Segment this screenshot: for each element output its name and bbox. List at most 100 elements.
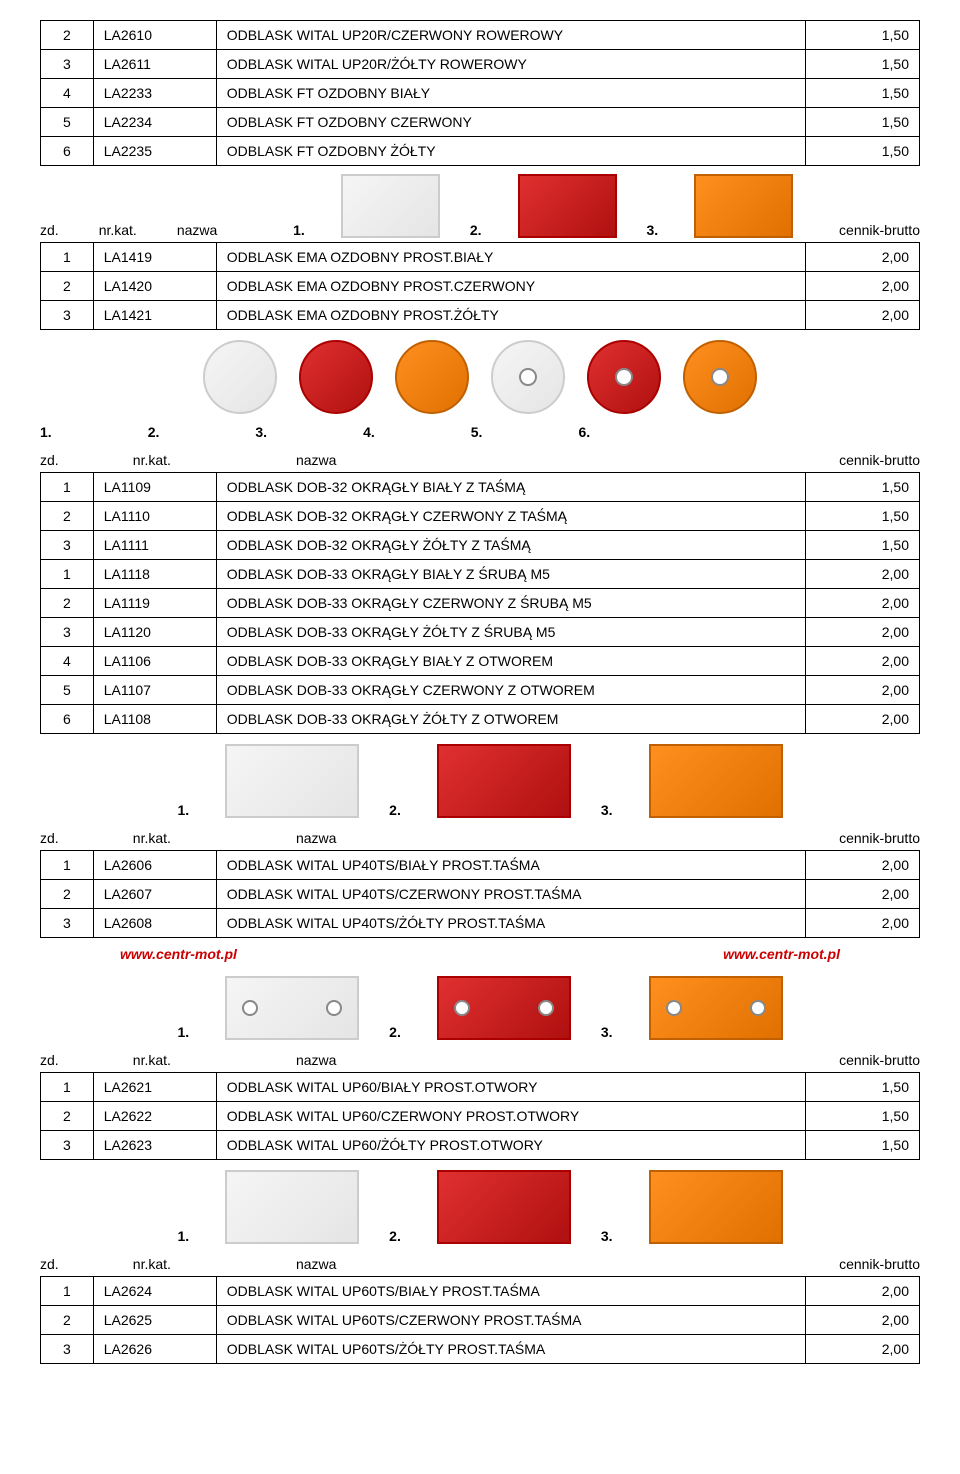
table-header-4: zd. nr.kat. nazwa cennik-brutto	[40, 830, 920, 846]
table-row: 4LA1106ODBLASK DOB-33 OKRĄGŁY BIAŁY Z OT…	[41, 647, 920, 676]
row-price: 2,00	[805, 880, 919, 909]
row-code: LA2610	[93, 21, 216, 50]
row-code: LA2234	[93, 108, 216, 137]
reflector-red-icon	[518, 174, 617, 238]
row-name: ODBLASK FT OZDOBNY ŻÓŁTY	[216, 137, 805, 166]
row-name: ODBLASK FT OZDOBNY CZERWONY	[216, 108, 805, 137]
row-num: 2	[41, 880, 94, 909]
wide-red-icon	[437, 744, 571, 818]
row-price: 1,50	[805, 531, 919, 560]
row-price: 2,00	[805, 272, 919, 301]
table-row: 3LA2608ODBLASK WITAL UP40TS/ŻÓŁTY PROST.…	[41, 909, 920, 938]
table-row: 5LA1107ODBLASK DOB-33 OKRĄGŁY CZERWONY Z…	[41, 676, 920, 705]
row-num: 2	[41, 589, 94, 618]
row-num: 3	[41, 618, 94, 647]
row-num: 1	[41, 243, 94, 272]
wr2-num-3: 3.	[601, 1228, 613, 1244]
link-2[interactable]: www.centr-mot.pl	[723, 946, 840, 962]
header-nrkat: nr.kat.	[133, 452, 256, 468]
header-nazwa: nazwa	[177, 222, 217, 238]
header-nrkat: nr.kat.	[133, 1052, 256, 1068]
row-name: ODBLASK WITAL UP20R/ŻÓŁTY ROWEROWY	[216, 50, 805, 79]
table-row: 1LA1118ODBLASK DOB-33 OKRĄGŁY BIAŁY Z ŚR…	[41, 560, 920, 589]
row-price: 2,00	[805, 1306, 919, 1335]
wr-num-1: 1.	[177, 802, 189, 818]
table-header-3: zd. nr.kat. nazwa cennik-brutto	[40, 452, 920, 468]
table-row: 1LA2624ODBLASK WITAL UP60TS/BIAŁY PROST.…	[41, 1277, 920, 1306]
row-code: LA2625	[93, 1306, 216, 1335]
row-code: LA1106	[93, 647, 216, 676]
row-name: ODBLASK WITAL UP60TS/BIAŁY PROST.TAŚMA	[216, 1277, 805, 1306]
header-nazwa: nazwa	[296, 452, 799, 468]
table-row: 3LA2611ODBLASK WITAL UP20R/ŻÓŁTY ROWEROW…	[41, 50, 920, 79]
row-num: 3	[41, 531, 94, 560]
holes-rect-row: 1. 2. 3.	[40, 976, 920, 1040]
table-row: 2LA2607ODBLASK WITAL UP40TS/CZERWONY PRO…	[41, 880, 920, 909]
header-nazwa: nazwa	[296, 1256, 799, 1272]
row-name: ODBLASK EMA OZDOBNY PROST.ŻÓŁTY	[216, 301, 805, 330]
row-num: 1	[41, 1277, 94, 1306]
row-code: LA1118	[93, 560, 216, 589]
row-code: LA1119	[93, 589, 216, 618]
row-code: LA2621	[93, 1073, 216, 1102]
row-name: ODBLASK FT OZDOBNY BIAŁY	[216, 79, 805, 108]
row-name: ODBLASK DOB-32 OKRĄGŁY CZERWONY Z TAŚMĄ	[216, 502, 805, 531]
table-row: 5LA2234ODBLASK FT OZDOBNY CZERWONY1,50	[41, 108, 920, 137]
row-num: 3	[41, 50, 94, 79]
row-num: 3	[41, 1131, 94, 1160]
wr-num-3: 3.	[601, 802, 613, 818]
row-price: 2,00	[805, 909, 919, 938]
row-name: ODBLASK DOB-32 OKRĄGŁY ŻÓŁTY Z TAŚMĄ	[216, 531, 805, 560]
row-price: 1,50	[805, 79, 919, 108]
reflector-orange-icon	[694, 174, 793, 238]
header-cennik: cennik-brutto	[839, 222, 920, 238]
row-num: 3	[41, 1335, 94, 1364]
table-row: 1LA2621ODBLASK WITAL UP60/BIAŁY PROST.OT…	[41, 1073, 920, 1102]
row-num: 1	[41, 560, 94, 589]
section-header-2: zd. nr.kat. nazwa 1. 2. 3. cennik-brutto	[40, 174, 920, 238]
header-zd: zd.	[40, 1052, 93, 1068]
table-row: 3LA1111ODBLASK DOB-32 OKRĄGŁY ŻÓŁTY Z TA…	[41, 531, 920, 560]
row-code: LA2622	[93, 1102, 216, 1131]
wide-orange-icon-2	[649, 1170, 783, 1244]
table-row: 2LA1119ODBLASK DOB-33 OKRĄGŁY CZERWONY Z…	[41, 589, 920, 618]
row-num: 5	[41, 676, 94, 705]
row-price: 2,00	[805, 647, 919, 676]
row-code: LA2608	[93, 909, 216, 938]
wr-num-2: 2.	[389, 802, 401, 818]
row-num: 6	[41, 705, 94, 734]
row-price: 1,50	[805, 502, 919, 531]
table-header-6: zd. nr.kat. nazwa cennik-brutto	[40, 1256, 920, 1272]
row-code: LA1109	[93, 473, 216, 502]
row-name: ODBLASK WITAL UP60/CZERWONY PROST.OTWORY	[216, 1102, 805, 1131]
products-table-4: 1LA2606ODBLASK WITAL UP40TS/BIAŁY PROST.…	[40, 850, 920, 938]
header-zd: zd.	[40, 830, 93, 846]
table-row: 1LA2606ODBLASK WITAL UP40TS/BIAŁY PROST.…	[41, 851, 920, 880]
row-price: 2,00	[805, 618, 919, 647]
row-price: 2,00	[805, 560, 919, 589]
row-price: 2,00	[805, 676, 919, 705]
row-code: LA1120	[93, 618, 216, 647]
wide-red-icon-2	[437, 1170, 571, 1244]
table-row: 2LA2610ODBLASK WITAL UP20R/CZERWONY ROWE…	[41, 21, 920, 50]
circ-num-1: 1.	[40, 424, 52, 440]
row-price: 2,00	[805, 851, 919, 880]
row-price: 1,50	[805, 1102, 919, 1131]
img-num-3: 3.	[647, 222, 659, 238]
wide-white-icon-2	[225, 1170, 359, 1244]
wide-orange-icon	[649, 744, 783, 818]
products-table-2: 1LA1419ODBLASK EMA OZDOBNY PROST.BIAŁY2,…	[40, 242, 920, 330]
row-name: ODBLASK WITAL UP60/BIAŁY PROST.OTWORY	[216, 1073, 805, 1102]
row-name: ODBLASK DOB-33 OKRĄGŁY CZERWONY Z OTWORE…	[216, 676, 805, 705]
hr-num-3: 3.	[601, 1024, 613, 1040]
circle-white-hole-icon	[491, 340, 565, 414]
row-name: ODBLASK WITAL UP60/ŻÓŁTY PROST.OTWORY	[216, 1131, 805, 1160]
link-1[interactable]: www.centr-mot.pl	[120, 946, 237, 962]
table-row: 3LA2626ODBLASK WITAL UP60TS/ŻÓŁTY PROST.…	[41, 1335, 920, 1364]
header-zd: zd.	[40, 222, 59, 238]
row-code: LA1111	[93, 531, 216, 560]
circ-num-3: 3.	[255, 424, 267, 440]
table-row: 4LA2233ODBLASK FT OZDOBNY BIAŁY1,50	[41, 79, 920, 108]
products-table-5: 1LA2621ODBLASK WITAL UP60/BIAŁY PROST.OT…	[40, 1072, 920, 1160]
row-num: 6	[41, 137, 94, 166]
